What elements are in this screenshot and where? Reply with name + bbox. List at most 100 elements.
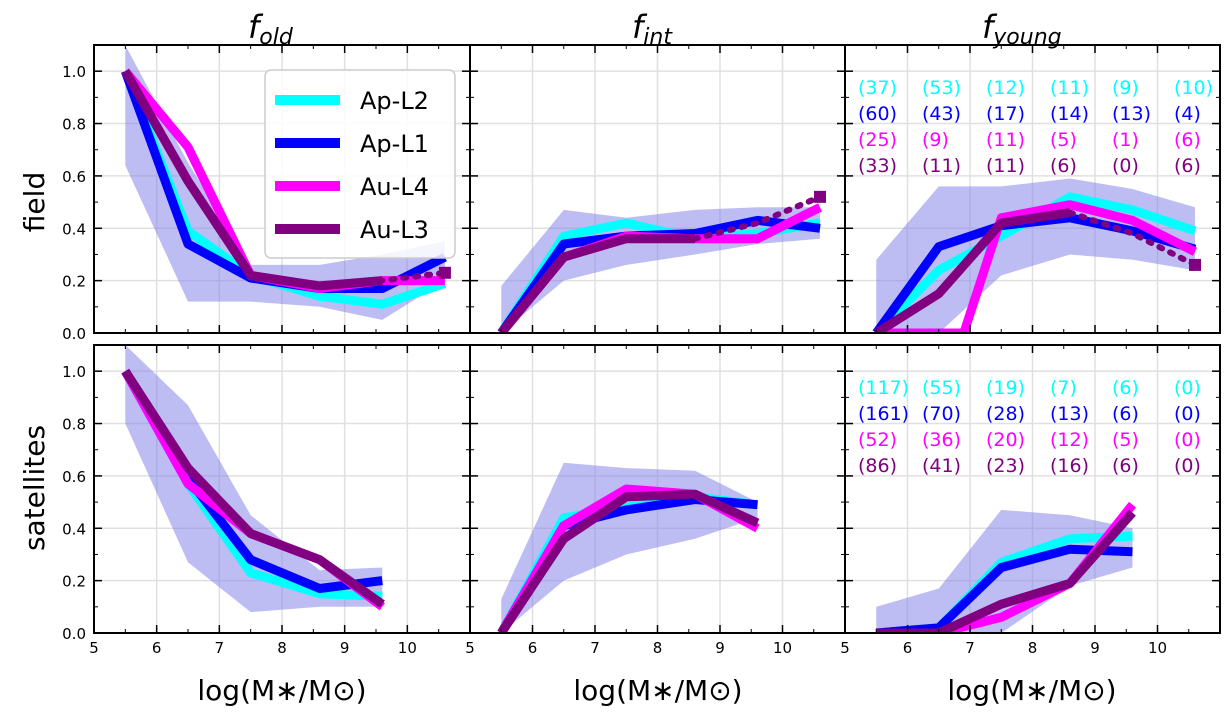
x-tick-label: 9 — [340, 639, 350, 657]
count-label-au-l4: (20) — [986, 429, 1025, 451]
legend-label-ap-l1: Ap-L1 — [360, 130, 429, 158]
count-label-ap-l1: (70) — [922, 403, 961, 425]
x-tick-label: 7 — [965, 639, 975, 657]
count-label-au-l3: (33) — [858, 155, 897, 177]
count-label-au-l3: (6) — [1174, 155, 1201, 177]
y-tick-label: 0.2 — [62, 573, 86, 591]
y-tick-label: 0.8 — [62, 116, 86, 134]
y-tick-label: 0.8 — [62, 416, 86, 434]
column-title-young: fyoung — [982, 8, 1062, 50]
plot-area-field-young — [872, 178, 1201, 333]
y-tick-label: 0.0 — [62, 325, 86, 343]
x-tick-label: 5 — [465, 639, 475, 657]
x-axis-label-int: log(M∗/M⊙) — [573, 674, 742, 707]
count-label-ap-l1: (6) — [1112, 403, 1139, 425]
x-tick-label: 6 — [903, 639, 913, 657]
count-label-ap-l2: (37) — [858, 77, 897, 99]
x-tick-label: 5 — [89, 639, 99, 657]
y-tick-label: 0.4 — [62, 520, 86, 538]
y-tick-label: 0.6 — [62, 168, 86, 186]
x-tick-label: 10 — [773, 639, 792, 657]
series-line-au-l4-field-young — [876, 200, 1198, 333]
series-dotted-au-l3-field-int — [692, 193, 823, 242]
count-label-au-l4: (36) — [922, 429, 961, 451]
panel-satellites-old: 0.0 0.2 0.4 0.6 0.8 1.0 5 6 7 8 9 10 — [62, 344, 471, 657]
count-label-ap-l2: (55) — [922, 377, 961, 399]
x-tick-label: 10 — [1148, 639, 1167, 657]
series-line-au-l3-field-old — [121, 68, 383, 291]
series-line-au-l3-field-young — [873, 208, 1071, 333]
series-line-au-l3-field-int — [497, 234, 695, 333]
x-tick-label: 6 — [528, 639, 538, 657]
panel-field-young: (37) (53) (12) (11) (9) (10) (60) (43) (17) (14) (… — [844, 44, 1221, 334]
count-label-au-l4: (52) — [858, 429, 897, 451]
series-dotted-au-l3-field-old — [316, 269, 448, 289]
y-tick-label: 1.0 — [62, 63, 86, 81]
column-title-old: fold — [248, 8, 294, 50]
x-axis-label-young: log(M∗/M⊙) — [947, 674, 1116, 707]
y-tick-label: 0.0 — [62, 625, 86, 643]
count-label-au-l4: (5) — [1112, 429, 1139, 451]
x-tick-label: 8 — [277, 639, 287, 657]
count-label-au-l3: (86) — [858, 455, 897, 477]
count-label-ap-l1: (60) — [858, 103, 897, 125]
count-label-au-l4: (0) — [1174, 429, 1201, 451]
legend-label-au-l3: Au-L3 — [360, 216, 429, 244]
panels: 0.0 0.2 0.4 0.6 0.8 1.0 (37) (53) (12) (11) (9) (10… — [62, 44, 1221, 657]
count-label-au-l4: (9) — [922, 129, 949, 151]
series-line-au-l3-satellites-young — [876, 509, 1136, 633]
count-label-ap-l2: (19) — [986, 377, 1025, 399]
count-label-au-l3: (0) — [1112, 155, 1139, 177]
count-label-ap-l2: (9) — [1112, 77, 1139, 99]
x-tick-label: 10 — [398, 639, 417, 657]
series-end-marker-au-l3-field-old — [438, 266, 451, 279]
y-tick-label: 0.6 — [62, 468, 86, 486]
x-tick-label: 9 — [1090, 639, 1100, 657]
count-label-ap-l2: (10) — [1174, 77, 1213, 99]
count-label-au-l4: (11) — [986, 129, 1025, 151]
x-tick-label: 6 — [152, 639, 162, 657]
legend-label-au-l4: Au-L4 — [360, 173, 429, 201]
panel-satellites-young: (117) (55) (19) (7) (6) (0) (161) (70) (28) (13) (… — [840, 344, 1221, 657]
plot-area-satellites-old — [121, 345, 386, 613]
column-title-int: fint — [632, 8, 673, 50]
count-label-ap-l2: (6) — [1112, 377, 1139, 399]
legend: Ap-L2 Ap-L1 Au-L4 Au-L3 — [264, 69, 456, 259]
legend-frame — [264, 69, 456, 259]
series-end-marker-au-l3-field-young — [1189, 258, 1201, 271]
count-label-au-l3: (23) — [986, 455, 1025, 477]
x-tick-label: 5 — [840, 639, 850, 657]
count-label-ap-l1: (14) — [1050, 103, 1089, 125]
count-label-ap-l1: (13) — [1112, 103, 1151, 125]
count-label-au-l3: (11) — [922, 155, 961, 177]
count-label-au-l3: (6) — [1050, 155, 1077, 177]
y-tick-label: 1.0 — [62, 363, 86, 381]
series-line-au-l3-satellites-old — [121, 368, 385, 608]
plot-area-satellites-int — [497, 462, 760, 633]
panel-field-int — [469, 44, 846, 334]
series-dotted-au-l3-field-young — [1067, 209, 1198, 268]
y-tick-label: 0.4 — [62, 220, 86, 238]
x-tick-label: 8 — [653, 639, 663, 657]
count-label-au-l4: (12) — [1050, 429, 1089, 451]
count-label-ap-l2: (7) — [1050, 377, 1077, 399]
scatter-band-field-young — [876, 178, 1195, 333]
y-tick-label: 0.2 — [62, 273, 86, 291]
count-label-ap-l1: (43) — [922, 103, 961, 125]
panel-field-old: 0.0 0.2 0.4 0.6 0.8 1.0 — [62, 44, 471, 343]
count-label-ap-l2: (11) — [1050, 77, 1089, 99]
count-label-au-l3: (41) — [922, 455, 961, 477]
count-label-ap-l1: (161) — [858, 403, 909, 425]
count-label-au-l4: (25) — [858, 129, 897, 151]
plot-area-field-old — [121, 45, 451, 320]
series-end-marker-au-l3-field-int — [814, 190, 826, 203]
series-line-au-l3-satellites-int — [497, 489, 760, 633]
x-tick-label: 9 — [715, 639, 725, 657]
panel-satellites-int: 5 6 7 8 9 10 — [465, 344, 846, 657]
count-label-au-l3: (16) — [1050, 455, 1089, 477]
x-tick-label: 8 — [1028, 639, 1038, 657]
count-label-ap-l2: (0) — [1174, 377, 1201, 399]
scatter-band-satellites-old — [125, 345, 383, 613]
count-label-au-l3: (11) — [986, 155, 1025, 177]
